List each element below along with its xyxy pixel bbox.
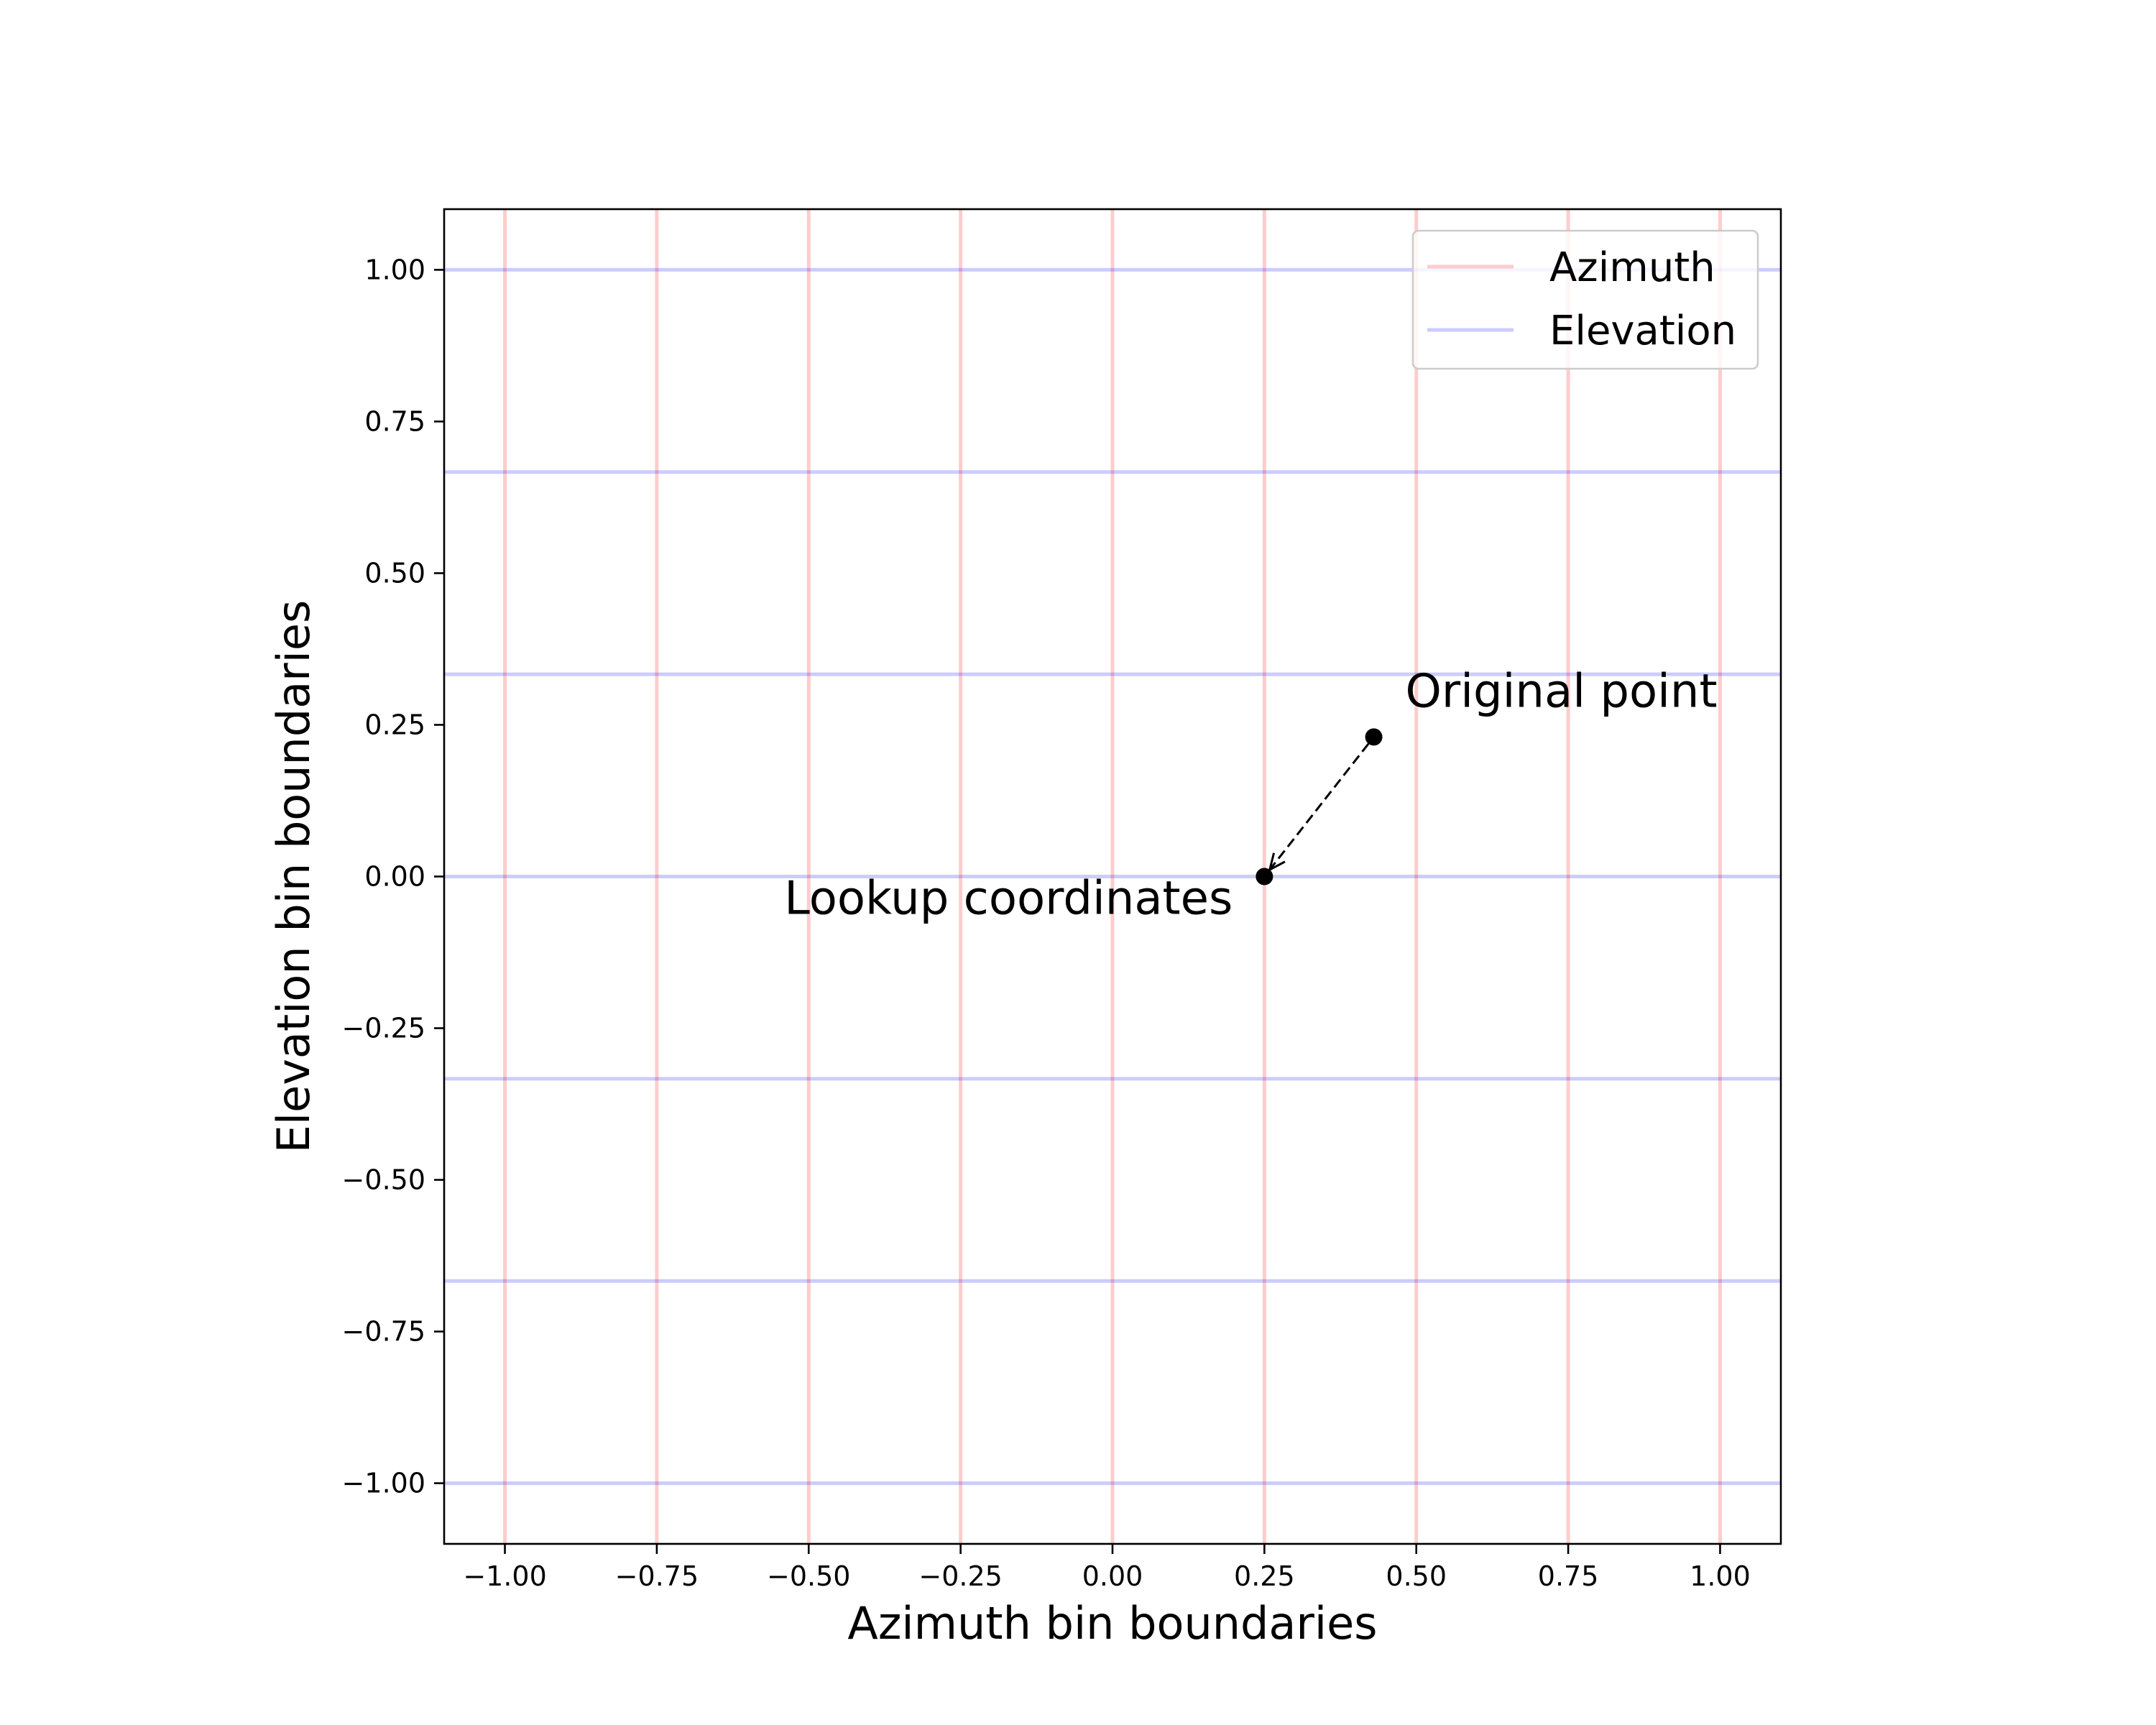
x-axis-ticks: −1.00 −0.75 −0.50 −0.25 0.00 0.25 0.50 0.75 1.00 bbox=[463, 1544, 1751, 1592]
legend: Azimuth Elevation bbox=[1411, 229, 1759, 370]
y-tick-label: −0.75 bbox=[342, 1316, 425, 1348]
y-tick-label: −1.00 bbox=[342, 1468, 425, 1499]
y-tick-label: −0.50 bbox=[342, 1164, 425, 1196]
y-axis-ticks: −1.00 −0.75 −0.50 −0.25 0.00 0.25 0.50 0.75 1.00 bbox=[342, 254, 444, 1499]
y-tick-label: 0.50 bbox=[364, 557, 425, 589]
x-tick-label: −0.50 bbox=[767, 1560, 850, 1592]
x-tick-label: 0.25 bbox=[1234, 1560, 1295, 1592]
annotation-arrow-line bbox=[1268, 742, 1370, 870]
legend-box bbox=[1411, 229, 1759, 370]
lookup-coordinates-marker bbox=[1256, 868, 1273, 886]
original-point-marker bbox=[1365, 728, 1383, 746]
lookup-coordinates-label: Lookup coordinates bbox=[784, 873, 1233, 926]
y-tick-label: −0.25 bbox=[342, 1013, 425, 1044]
x-tick-label: −1.00 bbox=[463, 1560, 546, 1592]
y-axis-label: Elevation bin boundaries bbox=[267, 600, 320, 1154]
x-tick-label: 0.50 bbox=[1386, 1560, 1447, 1592]
legend-label-elevation: Elevation bbox=[1549, 308, 1736, 354]
y-tick-label: 0.00 bbox=[364, 861, 425, 893]
legend-label-azimuth: Azimuth bbox=[1549, 244, 1715, 291]
annotations: Original point Lookup coordinates bbox=[784, 665, 1717, 925]
original-point-label: Original point bbox=[1406, 665, 1718, 718]
x-tick-label: 0.75 bbox=[1538, 1560, 1599, 1592]
x-tick-label: −0.75 bbox=[615, 1560, 699, 1592]
x-tick-label: −0.25 bbox=[918, 1560, 1002, 1592]
x-axis-label: Azimuth bin boundaries bbox=[847, 1597, 1377, 1650]
x-tick-label: 0.00 bbox=[1082, 1560, 1143, 1592]
y-tick-label: 0.25 bbox=[364, 709, 425, 740]
x-tick-label: 1.00 bbox=[1690, 1560, 1751, 1592]
y-tick-label: 1.00 bbox=[364, 254, 425, 285]
y-tick-label: 0.75 bbox=[364, 405, 425, 437]
